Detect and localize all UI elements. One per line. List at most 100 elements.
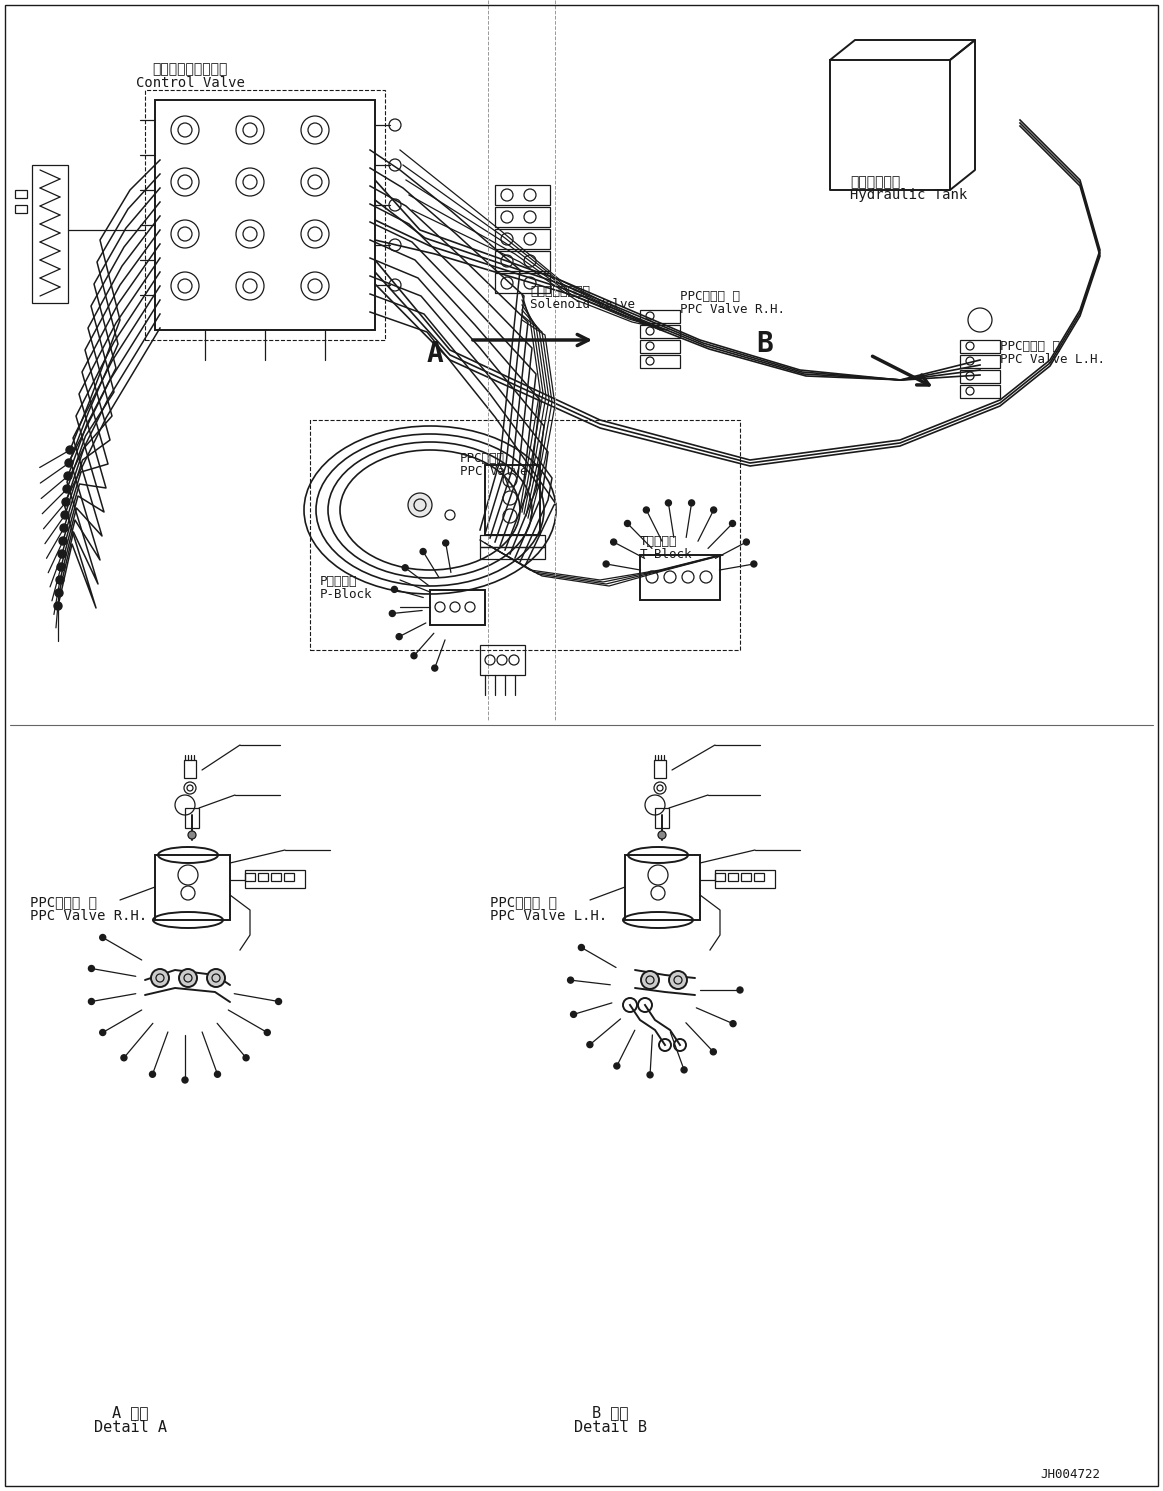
Circle shape (669, 971, 687, 989)
Text: A: A (427, 340, 443, 368)
Circle shape (181, 1077, 188, 1082)
Text: PPCバルブ 右: PPCバルブ 右 (680, 291, 740, 303)
Bar (480, 547, 545, 559)
Bar (754, 874, 764, 881)
Circle shape (179, 969, 197, 987)
Circle shape (643, 507, 649, 513)
Bar (184, 760, 197, 778)
Bar (284, 874, 294, 881)
Bar (155, 100, 374, 330)
Bar (640, 310, 680, 324)
Circle shape (682, 1068, 687, 1074)
Circle shape (64, 473, 72, 480)
Bar (959, 370, 1000, 383)
Circle shape (150, 1071, 156, 1078)
Bar (311, 420, 740, 650)
Bar (245, 874, 255, 881)
Text: PPC Valve: PPC Valve (461, 465, 528, 479)
Bar (430, 590, 485, 625)
Text: PPCバルブ 右: PPCバルブ 右 (30, 895, 97, 910)
Bar (741, 874, 751, 881)
Bar (640, 325, 680, 338)
Text: PPC Valve R.H.: PPC Valve R.H. (680, 303, 785, 316)
Circle shape (431, 665, 437, 671)
Bar (480, 535, 545, 547)
Circle shape (60, 523, 67, 532)
Circle shape (390, 610, 395, 616)
Circle shape (62, 498, 70, 505)
Text: Pブロック: Pブロック (320, 576, 357, 587)
Text: B: B (757, 330, 773, 358)
Circle shape (571, 1011, 577, 1017)
Bar (15, 204, 27, 213)
Circle shape (63, 485, 71, 494)
Bar (728, 874, 739, 881)
Text: Hydraulic Tank: Hydraulic Tank (850, 188, 968, 201)
Circle shape (121, 1054, 127, 1060)
Circle shape (665, 499, 671, 505)
Bar (33, 166, 67, 303)
Text: Control Valve: Control Valve (136, 76, 244, 89)
Circle shape (751, 561, 757, 567)
Text: T-Block: T-Block (640, 549, 692, 561)
Circle shape (188, 830, 197, 839)
Circle shape (568, 977, 573, 983)
Bar (15, 189, 27, 198)
Bar (155, 854, 230, 920)
Circle shape (100, 935, 106, 941)
Circle shape (647, 1072, 654, 1078)
Circle shape (57, 564, 65, 571)
Circle shape (56, 576, 64, 584)
Bar (245, 871, 305, 889)
Circle shape (420, 549, 426, 555)
Circle shape (658, 830, 666, 839)
Text: 作動油タンク: 作動油タンク (850, 174, 900, 189)
Text: PPCバルブ 左: PPCバルブ 左 (1000, 340, 1059, 353)
Bar (185, 808, 199, 828)
Text: PPCバルブ 左: PPCバルブ 左 (490, 895, 557, 910)
Circle shape (60, 511, 69, 519)
Bar (495, 250, 550, 271)
Text: ソレノイドバルブ: ソレノイドバルブ (530, 285, 590, 298)
Bar (145, 89, 385, 340)
Bar (495, 207, 550, 227)
Bar (271, 874, 281, 881)
Circle shape (729, 520, 735, 526)
Circle shape (53, 602, 62, 610)
Text: Solenoid Valve: Solenoid Valve (530, 298, 635, 312)
Circle shape (392, 586, 398, 592)
Circle shape (688, 499, 694, 505)
Circle shape (730, 1021, 736, 1027)
Bar (640, 555, 720, 599)
Text: Detail A: Detail A (93, 1419, 166, 1434)
Circle shape (243, 1054, 249, 1060)
Bar (258, 874, 267, 881)
Circle shape (276, 999, 281, 1005)
Circle shape (587, 1042, 593, 1048)
Text: A 詳細: A 詳細 (112, 1405, 148, 1419)
Circle shape (402, 565, 408, 571)
Circle shape (641, 971, 659, 989)
Circle shape (743, 540, 749, 546)
Circle shape (100, 1029, 106, 1036)
Bar (959, 355, 1000, 368)
Circle shape (443, 540, 449, 546)
Text: P-Block: P-Block (320, 587, 372, 601)
Bar (495, 273, 550, 294)
Bar (959, 340, 1000, 353)
Circle shape (711, 507, 716, 513)
Circle shape (65, 459, 73, 467)
Text: Tブロック: Tブロック (640, 535, 678, 549)
Circle shape (411, 653, 418, 659)
Circle shape (625, 520, 630, 526)
Circle shape (66, 446, 74, 453)
Circle shape (408, 494, 431, 517)
Circle shape (207, 969, 224, 987)
Circle shape (614, 1063, 620, 1069)
Circle shape (397, 634, 402, 640)
Bar (715, 874, 725, 881)
Text: Detail B: Detail B (573, 1419, 647, 1434)
Circle shape (604, 561, 609, 567)
Bar (654, 760, 666, 778)
Bar (640, 355, 680, 368)
